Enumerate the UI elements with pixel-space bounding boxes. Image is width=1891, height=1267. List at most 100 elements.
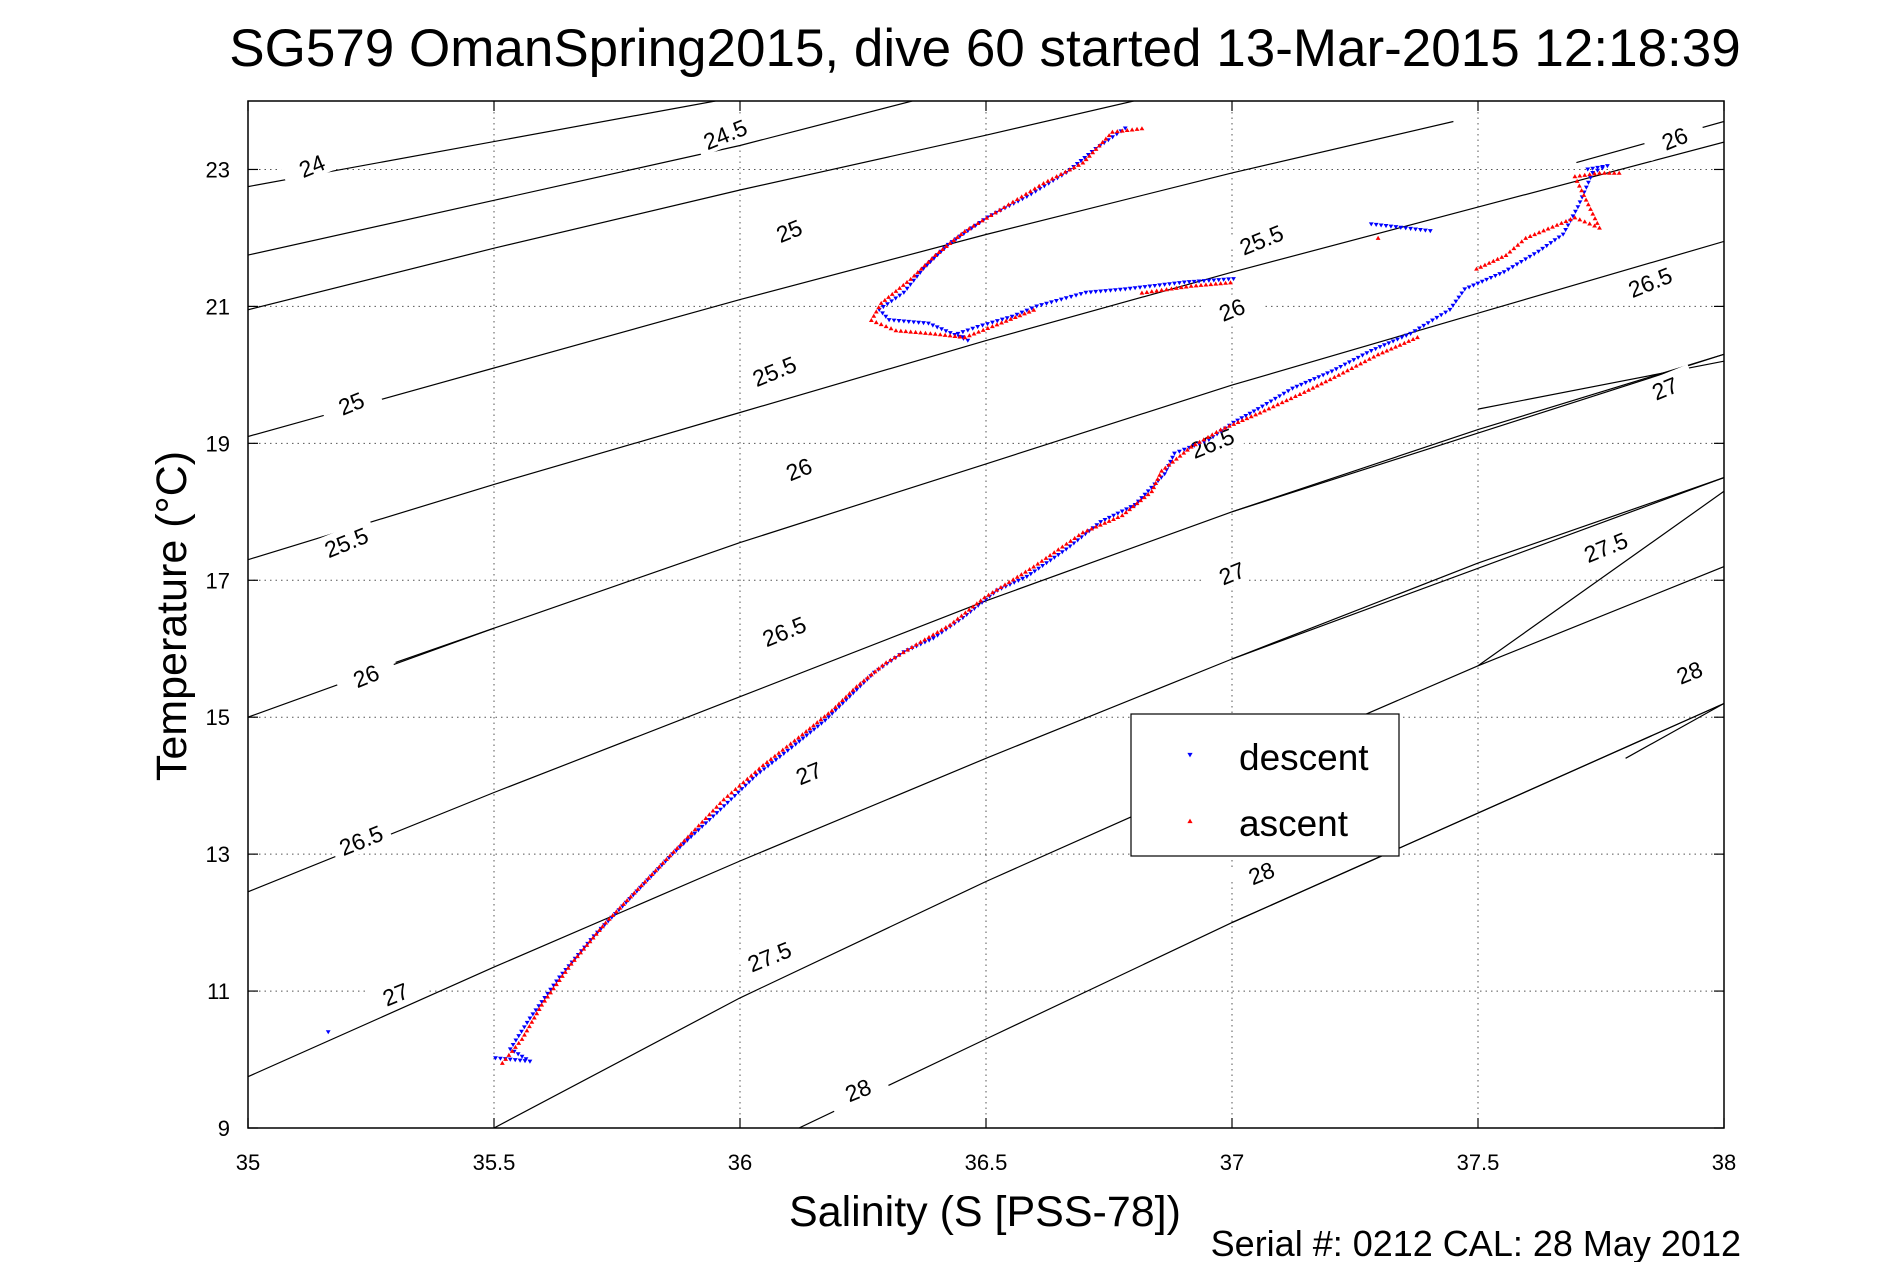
point-ascent [575,954,580,959]
point-ascent [1047,553,1053,558]
point-descent [955,331,961,336]
point-descent [1595,168,1600,173]
point-descent [1600,164,1605,170]
point-ascent [1275,402,1281,407]
point-descent [1147,284,1153,289]
point-descent [1377,345,1383,350]
point-ascent [980,327,986,332]
point-ascent [1616,170,1622,175]
point-descent [1383,224,1389,229]
density-contour-line [1477,490,1724,667]
point-ascent [539,1002,545,1007]
series-ascent [499,126,1622,1065]
point-descent [710,814,716,819]
point-ascent [927,331,933,336]
density-contour-line [395,627,495,663]
legend-box [1130,713,1400,857]
point-descent [1243,414,1249,419]
point-descent [843,698,849,703]
point-descent [1067,544,1073,549]
point-ascent [1080,160,1086,165]
point-ascent [581,946,587,951]
point-descent [1264,402,1270,407]
point-descent [1488,275,1494,281]
footer-serial-cal: Serial #: 0212 CAL: 28 May 2012 [1211,1223,1741,1262]
point-descent [1430,318,1435,323]
point-descent [1004,316,1010,321]
point-descent [847,694,853,699]
point-descent [1142,492,1148,497]
point-ascent [1345,368,1350,373]
point-ascent [918,639,923,644]
point-ascent [1572,215,1578,220]
point-ascent [850,687,856,692]
point-ascent [1284,398,1289,403]
point-ascent [1134,501,1140,506]
point-ascent [642,879,648,884]
point-ascent [1192,442,1198,447]
point-descent [1438,313,1444,318]
point-ascent [979,218,985,223]
point-ascent [744,776,750,781]
point-ascent [516,1040,522,1045]
point-descent [1211,278,1217,283]
point-descent [1399,335,1405,340]
point-descent [789,745,795,750]
point-ascent [1270,404,1276,409]
point-ascent [847,691,852,696]
point-descent [1320,373,1326,378]
contour-label-bg [775,749,842,796]
point-ascent [1012,314,1018,320]
point-descent [539,1000,545,1005]
point-descent [1235,418,1240,423]
point-ascent [1014,574,1020,579]
point-descent [1570,214,1576,219]
point-ascent [678,842,684,847]
point-ascent [1410,336,1416,342]
point-ascent [725,793,731,798]
point-ascent [1051,550,1057,555]
point-ascent [649,871,655,876]
point-descent [1078,158,1084,164]
point-descent [924,263,930,268]
point-ascent [971,331,977,336]
point-descent [1459,291,1465,296]
point-ascent [606,916,612,921]
point-descent [512,1058,518,1063]
contour-label-bg [765,445,832,492]
point-descent [1497,272,1503,277]
point-descent [1527,254,1533,259]
point-descent [1378,223,1384,228]
point-ascent [947,622,953,627]
point-ascent [932,252,938,257]
point-descent [1260,404,1265,409]
point-descent [1029,306,1035,311]
point-ascent [610,912,616,918]
point-ascent [947,333,953,338]
point-ascent [974,601,980,606]
point-descent [965,338,971,343]
point-descent [1255,407,1261,412]
point-descent [1083,290,1089,295]
point-descent [901,290,907,295]
point-ascent [1115,514,1121,520]
point-ascent [1134,126,1140,131]
point-ascent [578,950,584,955]
point-descent [1108,288,1113,293]
point-ascent [660,860,666,865]
point-ascent [868,672,874,677]
point-ascent [1228,280,1233,285]
point-descent [536,1004,542,1009]
point-ascent [871,313,877,318]
contour-label-bg [751,607,817,654]
point-descent [1117,287,1123,292]
point-ascent [1486,260,1492,265]
point-ascent [952,333,958,338]
point-descent [1373,347,1379,352]
point-descent [1556,235,1562,240]
point-descent [1368,222,1374,227]
point-descent [1093,289,1099,295]
point-ascent [1130,504,1136,509]
point-descent [688,835,694,840]
point-ascent [1583,197,1589,202]
